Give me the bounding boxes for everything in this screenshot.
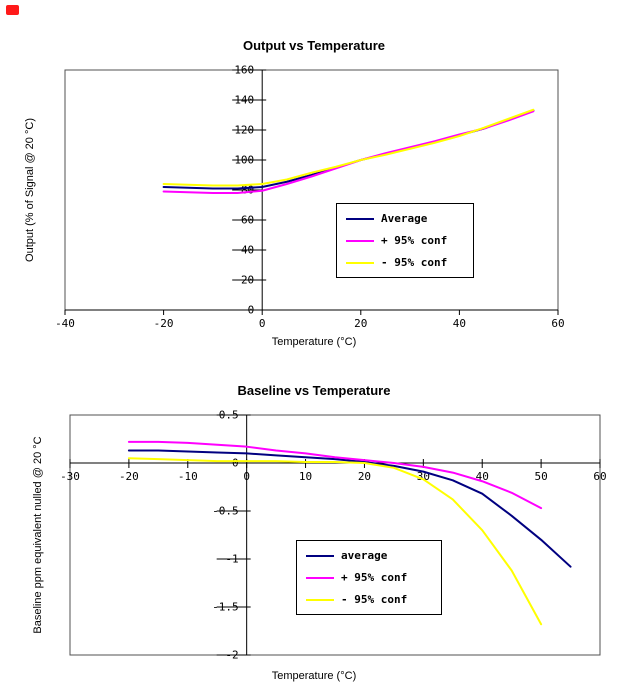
svg-text:120: 120 — [234, 124, 254, 137]
svg-text:40: 40 — [241, 244, 254, 257]
legend-label: Average — [381, 212, 428, 225]
average-line-swatch — [306, 554, 334, 557]
svg-text:-2: -2 — [225, 649, 238, 662]
svg-text:-30: -30 — [60, 470, 80, 483]
baseline-chart-x-axis-title: Temperature (°C) — [271, 670, 357, 682]
svg-text:20: 20 — [358, 470, 371, 483]
svg-text:20: 20 — [241, 274, 254, 287]
red-placeholder-icon — [6, 5, 19, 15]
svg-text:-40: -40 — [55, 317, 75, 330]
minus-95-conf-line-swatch — [346, 261, 374, 264]
svg-text:160: 160 — [234, 64, 254, 77]
svg-text:60: 60 — [593, 470, 606, 483]
svg-text:-1: -1 — [225, 553, 238, 566]
output-chart-legend: Average + 95% conf - 95% conf — [336, 203, 474, 278]
svg-text:-0.5: -0.5 — [212, 505, 239, 518]
output-chart-title: Output vs Temperature — [242, 38, 386, 53]
svg-text:-1.5: -1.5 — [212, 601, 239, 614]
svg-text:20: 20 — [354, 317, 367, 330]
legend-label: average — [341, 549, 388, 562]
plus-95-conf-line-swatch — [346, 239, 374, 242]
legend-label: + 95% conf — [341, 571, 408, 584]
svg-text:0: 0 — [243, 470, 250, 483]
legend-entry: average — [306, 549, 432, 562]
legend-entry: + 95% conf — [346, 234, 464, 247]
average-line-swatch — [346, 217, 374, 220]
legend-label: - 95% conf — [341, 593, 408, 606]
legend-label: + 95% conf — [381, 234, 448, 247]
legend-entry: - 95% conf — [306, 593, 432, 606]
baseline-chart-title: Baseline vs Temperature — [237, 383, 391, 398]
svg-text:-10: -10 — [178, 470, 198, 483]
plus-95-conf-line-swatch — [306, 576, 334, 579]
svg-text:60: 60 — [241, 214, 254, 227]
svg-text:0: 0 — [259, 317, 266, 330]
svg-text:10: 10 — [299, 470, 312, 483]
svg-text:0: 0 — [232, 457, 239, 470]
svg-text:-20: -20 — [154, 317, 174, 330]
svg-text:50: 50 — [534, 470, 547, 483]
svg-text:0.5: 0.5 — [219, 409, 239, 422]
legend-entry: + 95% conf — [306, 571, 432, 584]
legend-label: - 95% conf — [381, 256, 448, 269]
baseline-chart-legend: average + 95% conf - 95% conf — [296, 540, 442, 615]
output-chart-x-axis-title: Temperature (°C) — [271, 336, 357, 348]
svg-text:100: 100 — [234, 154, 254, 167]
svg-text:0: 0 — [248, 304, 255, 317]
baseline-chart-plot-area: 0.50-0.5-1-1.5-2-30 -20 -10 0 10 20 30 40 50 60 — [60, 409, 607, 662]
legend-entry: Average — [346, 212, 464, 225]
svg-text:140: 140 — [234, 94, 254, 107]
svg-text:-20: -20 — [119, 470, 139, 483]
svg-text:60: 60 — [551, 317, 564, 330]
svg-text:40: 40 — [453, 317, 466, 330]
legend-entry: - 95% conf — [346, 256, 464, 269]
minus-95-conf-line-swatch — [306, 598, 334, 601]
